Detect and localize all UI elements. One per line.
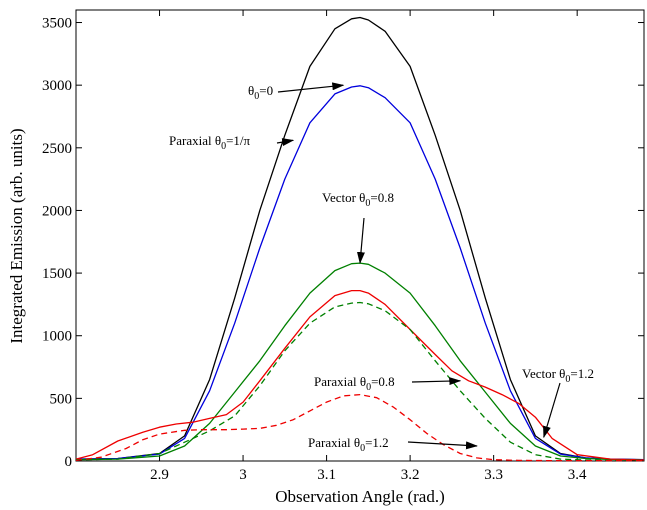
x-tick-label: 3.2: [401, 467, 420, 483]
annotation-arrow: [407, 441, 478, 450]
annotation-label: θ0=0: [248, 83, 273, 102]
series-line-4: [75, 289, 645, 461]
annotation-label: Vector θ0=1.2: [522, 366, 594, 385]
y-tick-label: 3500: [42, 16, 72, 32]
series-line-2: [75, 85, 645, 461]
y-tick-label: 0: [65, 454, 73, 470]
x-axis-label: Observation Angle (rad.): [275, 487, 444, 506]
plot-frame: [75, 9, 645, 462]
x-tick-label: 3.4: [568, 467, 587, 483]
y-axis-label: Integrated Emission (arb. units): [7, 128, 26, 343]
y-tick-label: 2000: [42, 203, 72, 219]
y-tick-label: 2500: [42, 141, 72, 157]
annotation-label: Paraxial θ0=1/π: [169, 133, 251, 152]
series-line-1: [75, 16, 645, 461]
annotation-layer: θ0=0 Paraxial θ0=1/π Vector θ0=0.8 Paraxial…: [169, 82, 594, 454]
annotation-label: Vector θ0=0.8: [322, 190, 394, 209]
annotation-arrow: [543, 382, 561, 439]
series-line-5: [75, 301, 644, 462]
y-tick-label: 1500: [42, 266, 72, 282]
annotation-label: Paraxial θ0=0.8: [314, 374, 395, 393]
x-tick-label: 2.9: [150, 467, 169, 483]
annotation-label: Paraxial θ0=1.2: [308, 435, 389, 454]
series-layer: [75, 16, 645, 462]
annotation-arrow: [276, 138, 295, 147]
series-line-6: [75, 393, 644, 462]
x-tick-label: 3.1: [317, 467, 336, 483]
series-line-3: [75, 262, 645, 461]
y-tick-label: 1000: [42, 329, 72, 345]
annotation-arrow: [277, 82, 345, 93]
x-tick-label: 3: [239, 467, 247, 483]
annotation-arrow: [356, 217, 365, 265]
y-tick-label: 500: [50, 391, 73, 407]
y-tick-label: 3000: [42, 78, 72, 94]
axis-ticks: 2.9 3 3.1 3.2 3.3 3.4 0 500 1000 1500 2000 2500 3000…: [42, 10, 644, 483]
annotation-arrow: [411, 377, 462, 386]
x-tick-label: 3.3: [484, 467, 503, 483]
